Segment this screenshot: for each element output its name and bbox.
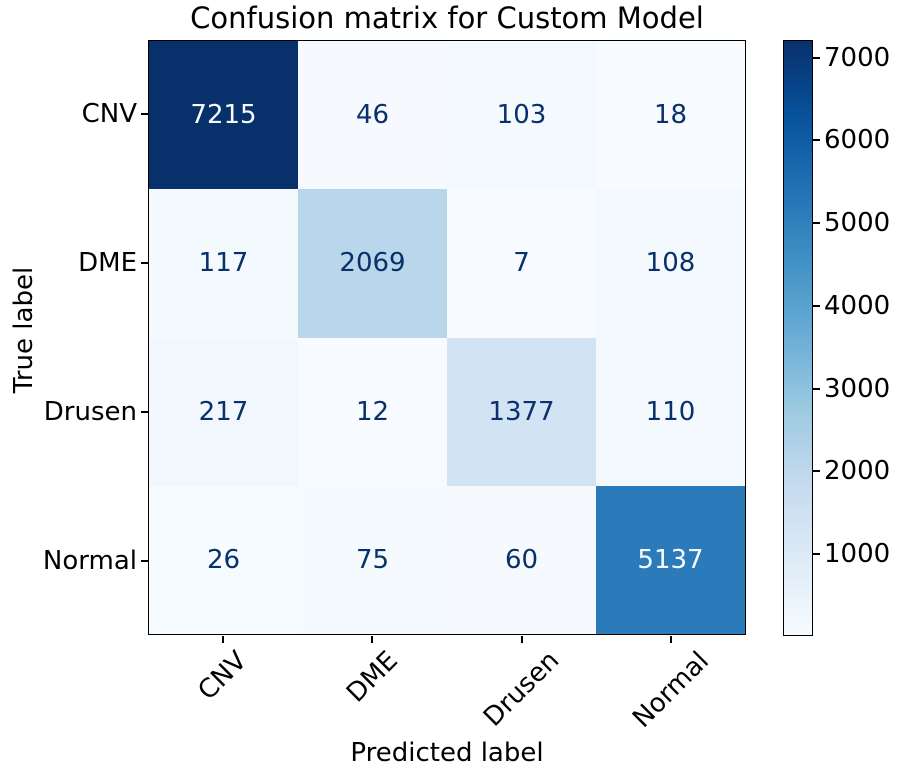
x-tick-label-CNV: CNV — [192, 645, 254, 707]
x-tick-label-Normal: Normal — [627, 645, 716, 734]
matrix-cell-Drusen-DME: 12 — [298, 337, 447, 486]
x-axis-title: Predicted label — [350, 738, 544, 768]
x-tick-mark — [520, 636, 523, 643]
matrix-cell-Drusen-CNV: 217 — [149, 337, 298, 486]
y-tick-label-DME: DME — [78, 248, 137, 279]
colorbar-tick-label-1000: 1000 — [824, 538, 891, 569]
matrix-cell-CNV-Normal: 18 — [596, 41, 745, 190]
matrix-cell-CNV-Drusen: 103 — [447, 41, 596, 190]
colorbar-tick-label-3000: 3000 — [824, 373, 891, 404]
matrix-cell-CNV-CNV: 7215 — [149, 41, 298, 190]
y-axis-title: True label — [9, 266, 39, 394]
colorbar-tick-label-4000: 4000 — [824, 290, 891, 321]
heatmap-plot-area: 7215 46 103 18 117 2069 7 108 217 12 1377 110 26 75 60… — [148, 40, 746, 635]
matrix-cell-DME-Normal: 108 — [596, 189, 745, 338]
matrix-cell-Normal-DME: 75 — [298, 485, 447, 634]
colorbar-tick-mark — [813, 552, 820, 555]
colorbar-tick-mark — [813, 304, 820, 307]
matrix-cell-DME-DME: 2069 — [298, 189, 447, 338]
x-tick-mark — [670, 636, 673, 643]
x-tick-label-DME: DME — [340, 646, 404, 709]
chart-title: Confusion matrix for Custom Model — [190, 1, 704, 35]
matrix-cell-Normal-Normal: 5137 — [596, 485, 745, 634]
colorbar-tick-mark — [813, 387, 820, 390]
y-tick-label-Drusen: Drusen — [43, 396, 137, 427]
x-tick-label-Drusen: Drusen — [478, 645, 566, 734]
y-tick-mark — [141, 410, 148, 413]
matrix-cell-DME-Drusen: 7 — [447, 189, 596, 338]
y-tick-mark — [141, 559, 148, 562]
colorbar-tick-mark — [813, 56, 820, 59]
matrix-cell-Drusen-Drusen: 1377 — [447, 337, 596, 486]
colorbar-tick-label-5000: 5000 — [824, 208, 891, 239]
matrix-cell-CNV-DME: 46 — [298, 41, 447, 190]
colorbar-tick-label-7000: 7000 — [824, 42, 891, 73]
y-tick-mark — [141, 113, 148, 116]
matrix-cell-Normal-CNV: 26 — [149, 485, 298, 634]
x-tick-mark — [371, 636, 374, 643]
colorbar-tick-label-6000: 6000 — [824, 125, 891, 156]
y-tick-label-CNV: CNV — [81, 99, 137, 130]
colorbar-tick-mark — [813, 139, 820, 142]
matrix-cell-Drusen-Normal: 110 — [596, 337, 745, 486]
colorbar-tick-mark — [813, 222, 820, 225]
colorbar — [783, 40, 813, 636]
y-tick-mark — [141, 262, 148, 265]
colorbar-tick-mark — [813, 470, 820, 473]
x-tick-mark — [221, 636, 224, 643]
y-tick-label-Normal: Normal — [42, 545, 137, 576]
matrix-cell-DME-CNV: 117 — [149, 189, 298, 338]
matrix-cell-Normal-Drusen: 60 — [447, 485, 596, 634]
colorbar-tick-label-2000: 2000 — [824, 456, 891, 487]
